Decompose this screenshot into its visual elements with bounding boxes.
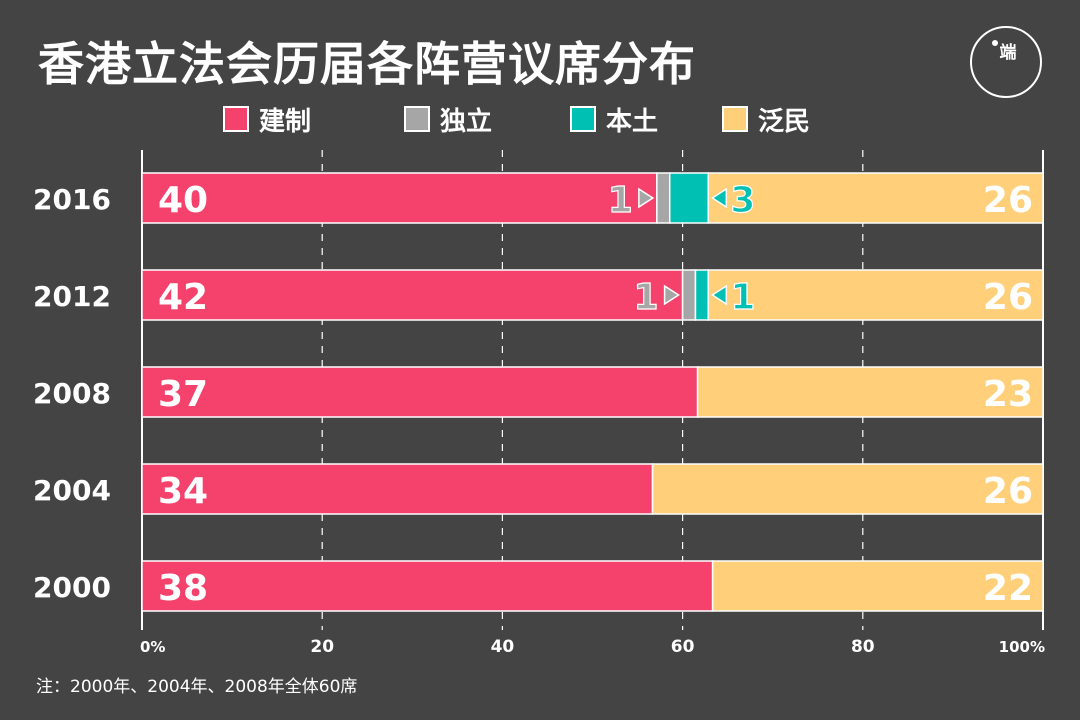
legend-item: 建制 [223, 102, 312, 137]
data-label: 1 [608, 180, 633, 221]
x-tick-label: 80 [851, 637, 875, 657]
data-label: 22 [983, 568, 1033, 609]
x-tick-label: 40 [491, 637, 515, 657]
data-label: 3 [730, 180, 755, 221]
pointer-arrow [710, 284, 728, 306]
data-label: 40 [158, 180, 208, 221]
data-label: 26 [983, 471, 1033, 512]
bar-segment [141, 463, 654, 515]
logo-text: 端 [999, 43, 1017, 63]
bar-segment [141, 172, 658, 224]
data-label: 42 [158, 277, 208, 318]
data-label: 37 [158, 374, 208, 415]
data-label: 26 [983, 180, 1033, 221]
legend-label: 泛民 [758, 106, 811, 137]
legend-swatch [722, 106, 748, 132]
legend-swatch [404, 106, 430, 132]
bar-segment [656, 172, 671, 224]
y-category-label: 2000 [33, 571, 111, 604]
bar-segment [141, 366, 699, 418]
legend-label: 独立 [440, 106, 493, 137]
y-category-label: 2012 [33, 280, 111, 313]
data-label: 26 [983, 277, 1033, 318]
legend: 建制 独立 本土 泛民 [0, 102, 1080, 137]
legend-label: 建制 [259, 106, 312, 137]
bar-segment [711, 560, 1044, 612]
bar-segment [651, 463, 1044, 515]
pointer-arrow [663, 284, 680, 306]
x-tick-label: 0% [140, 638, 165, 656]
bar-segment [668, 172, 710, 224]
bar-segment [141, 269, 684, 321]
legend-item: 泛民 [722, 102, 811, 137]
data-label: 38 [158, 568, 208, 609]
chart-title: 香港立法会历届各阵营议席分布 [38, 37, 696, 91]
x-tick-label: 100% [999, 638, 1045, 656]
y-category-label: 2004 [33, 474, 111, 507]
data-label: 1 [730, 277, 755, 318]
data-label: 1 [634, 277, 659, 318]
x-tick-label: 60 [671, 637, 695, 657]
legend-item: 独立 [404, 102, 493, 137]
initium-logo-icon: 端 [970, 26, 1042, 98]
bar-segment [696, 366, 1044, 418]
y-category-label: 2016 [33, 183, 111, 216]
data-label: 23 [983, 374, 1033, 415]
legend-swatch [223, 106, 249, 132]
legend-swatch [570, 106, 596, 132]
legend-label: 本土 [606, 106, 659, 137]
pointer-arrow [638, 187, 655, 209]
bar-segment [694, 269, 710, 321]
legend-item: 本土 [570, 102, 659, 137]
bar-segment [707, 269, 1044, 321]
pointer-arrow [710, 187, 728, 209]
y-category-label: 2008 [33, 377, 111, 410]
x-tick-label: 20 [310, 637, 334, 657]
footnote: 注：2000年、2004年、2008年全体60席 [36, 677, 358, 697]
logo-dot [992, 40, 998, 46]
bar-segment [141, 560, 714, 612]
bar-segment [707, 172, 1044, 224]
data-label: 34 [158, 471, 208, 512]
bar-segment [681, 269, 697, 321]
